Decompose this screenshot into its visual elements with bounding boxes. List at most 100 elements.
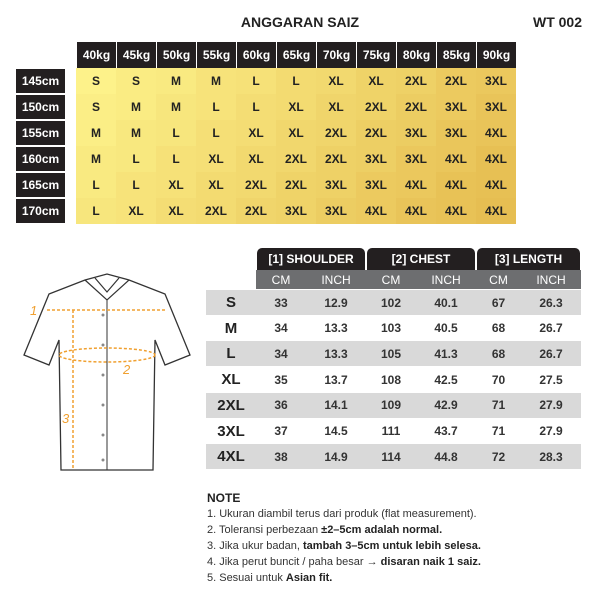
weight-header: 40kg — [77, 42, 116, 68]
size-cell: 2XL — [356, 94, 396, 120]
size-cell: L — [196, 94, 236, 120]
measure-value: 26.7 — [539, 321, 563, 336]
height-header: 160cm — [16, 147, 65, 171]
measure-value: 35 — [274, 372, 288, 387]
note-item: 2. Toleransi perbezaan ±2–5cm adalah nor… — [207, 522, 481, 538]
notes-section: NOTE 1. Ukuran diambil terus dari produk… — [207, 490, 481, 586]
measure-value: 27.9 — [539, 424, 563, 438]
note-item: 1. Ukuran diambil terus dari produk (fla… — [207, 506, 481, 522]
size-cell: 2XL — [436, 68, 476, 94]
size-cell: M — [116, 94, 156, 120]
measure-value: 40.1 — [434, 295, 458, 310]
weight-header: 60kg — [237, 42, 276, 68]
note-item: 3. Jika ukur badan, tambah 3–5cm untuk l… — [207, 538, 481, 554]
size-cell: 2XL — [396, 68, 436, 94]
size-cell: XL — [316, 68, 356, 94]
measure-value: 14.9 — [324, 449, 348, 464]
measure-value: 68 — [491, 346, 506, 361]
note-text: tambah 3–5cm untuk lebih selesa. — [303, 540, 481, 552]
size-cell: 3XL — [396, 120, 436, 146]
size-cell: L — [156, 146, 196, 172]
measure-value: 26.7 — [539, 346, 563, 361]
row-shade — [206, 290, 581, 315]
size-cell: 4XL — [356, 198, 396, 224]
weight-header: 65kg — [277, 42, 316, 68]
size-cell: 3XL — [476, 68, 516, 94]
measure-value: 33 — [274, 295, 288, 310]
weight-header: 90kg — [477, 42, 516, 68]
size-cell: 4XL — [436, 198, 476, 224]
size-cell: XL — [156, 198, 196, 224]
size-cell: 4XL — [436, 172, 476, 198]
size-cell: 3XL — [436, 120, 476, 146]
page-title: ANGGARAN SAIZ — [240, 14, 360, 30]
measure-value: 28.3 — [539, 449, 563, 464]
unit-header: CM — [366, 270, 416, 289]
note-text: disaran naik 1 saiz. — [380, 556, 481, 568]
unit-header: INCH — [416, 270, 476, 289]
group-header: [1] SHOULDER — [257, 248, 365, 270]
measure-value: 36 — [274, 398, 288, 413]
size-cell: XL — [156, 172, 196, 198]
measure-value: 102 — [380, 295, 402, 310]
unit-header: INCH — [521, 270, 581, 289]
size-cell: XL — [236, 120, 276, 146]
size-cell: 4XL — [436, 146, 476, 172]
size-cell: M — [76, 146, 116, 172]
size-cell: L — [276, 68, 316, 94]
size-cell: XL — [276, 120, 316, 146]
note-text: ±2–5cm adalah normal. — [321, 524, 443, 536]
height-header: 145cm — [16, 69, 65, 93]
label-3: 3 — [62, 411, 70, 426]
size-cell: M — [76, 120, 116, 146]
size-cell: 2XL — [316, 146, 356, 172]
size-label: 3XL — [217, 422, 245, 440]
height-header: 165cm — [16, 173, 65, 197]
size-cell: L — [236, 68, 276, 94]
row-shade — [206, 392, 581, 418]
label-2: 2 — [122, 362, 131, 377]
weight-header: 45kg — [117, 42, 156, 68]
measure-value: 34 — [274, 321, 288, 336]
measure-value: 42.9 — [434, 398, 458, 413]
measure-value: 13.3 — [324, 346, 348, 361]
note-item: 5. Sesuai untuk Asian fit. — [207, 570, 481, 586]
height-header: 170cm — [16, 199, 65, 223]
size-cell: 4XL — [476, 198, 516, 224]
measure-value: 14.1 — [324, 398, 348, 413]
measure-value: 12.9 — [324, 295, 348, 310]
measure-value: 37 — [274, 424, 288, 438]
measure-value: 42.5 — [434, 372, 458, 387]
size-cell: 3XL — [316, 172, 356, 198]
note-text: 2. Toleransi perbezaan — [207, 524, 322, 536]
size-cell: 2XL — [276, 146, 316, 172]
size-cell: XL — [316, 94, 356, 120]
weight-header: 50kg — [157, 42, 196, 68]
note-text: 4. Jika perut buncit / paha besar → — [207, 556, 381, 568]
measure-value: 26.3 — [539, 295, 563, 310]
size-cell: 3XL — [276, 198, 316, 224]
measure-value: 71 — [491, 424, 506, 438]
size-cell: XL — [236, 146, 276, 172]
size-cell: XL — [196, 146, 236, 172]
notes-heading: NOTE — [207, 491, 241, 505]
size-cell: 4XL — [396, 172, 436, 198]
measure-value: 109 — [380, 398, 402, 413]
size-cell: M — [156, 94, 196, 120]
size-cell: 2XL — [396, 94, 436, 120]
size-cell: 2XL — [276, 172, 316, 198]
size-cell: XL — [196, 172, 236, 198]
size-cell: 2XL — [316, 120, 356, 146]
measure-value: 43.7 — [434, 424, 458, 438]
size-cell: 2XL — [236, 198, 276, 224]
measure-value: 70 — [491, 372, 506, 387]
size-cell: 2XL — [196, 198, 236, 224]
size-cell: XL — [276, 94, 316, 120]
weight-header: 55kg — [197, 42, 236, 68]
size-cell: 3XL — [356, 172, 396, 198]
note-item: 4. Jika perut buncit / paha besar → disa… — [207, 554, 481, 570]
height-header: 150cm — [16, 95, 65, 119]
measure-value: 13.7 — [324, 372, 348, 387]
measure-value: 13.3 — [324, 321, 348, 336]
size-cell: 2XL — [356, 120, 396, 146]
